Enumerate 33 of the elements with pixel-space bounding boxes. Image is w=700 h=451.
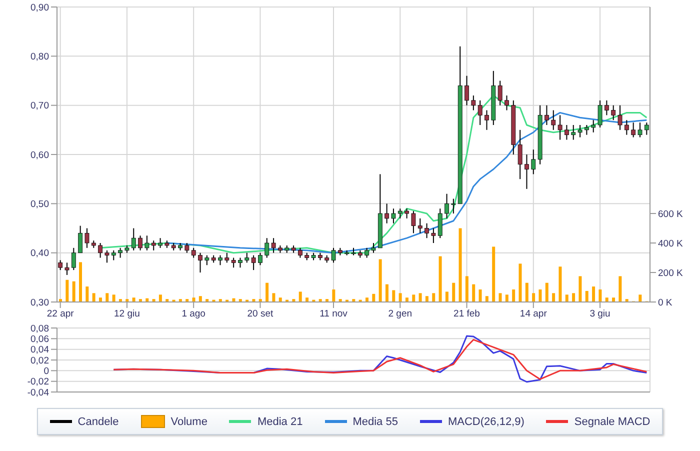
y-tick-label: 0,40 [30,248,49,260]
y-tick-label: 0,06 [30,334,49,346]
x-tick-label: 12 giu [114,308,140,320]
y-tick-label: 0,60 [30,150,49,161]
legend-label: Volume [170,416,208,428]
y-tick-label: 0,08 [30,323,49,334]
y-tick-label: 0,02 [30,355,49,366]
x-tick-label: 20 set [247,308,274,320]
legend-label: Media 21 [257,416,303,428]
y2-tick-label: 0 K [658,297,673,308]
legend-label: Media 55 [352,416,398,428]
x-tick-label: 1 ago [182,308,206,320]
y-tick-label: 0,30 [30,297,49,308]
y-tick-label: 0,70 [30,100,49,112]
y-tick-label: 0 [44,366,49,378]
x-tick-label: 22 apr [46,308,74,320]
y-tick-label: -0,02 [27,376,49,388]
y-tick-label: 0,90 [30,2,49,14]
y2-tick-label: 400 K [658,238,684,250]
legend-label: MACD(26,12,9) [448,416,524,428]
y-tick-label: -0,04 [27,387,49,398]
y-tick-label: 0,50 [30,199,49,210]
y-tick-label: 0,04 [30,344,49,356]
x-tick-label: 11 nov [320,308,348,320]
y2-tick-label: 600 K [658,208,684,220]
x-tick-label: 21 feb [454,308,480,320]
x-tick-label: 2 gen [388,308,412,320]
legend-label: Segnale MACD [574,416,650,428]
y-tick-label: 0,80 [30,52,49,63]
x-tick-label: 3 giu [590,308,610,320]
y2-tick-label: 200 K [658,268,684,279]
text: Candele [78,416,119,428]
x-tick-label: 14 apr [520,308,547,320]
